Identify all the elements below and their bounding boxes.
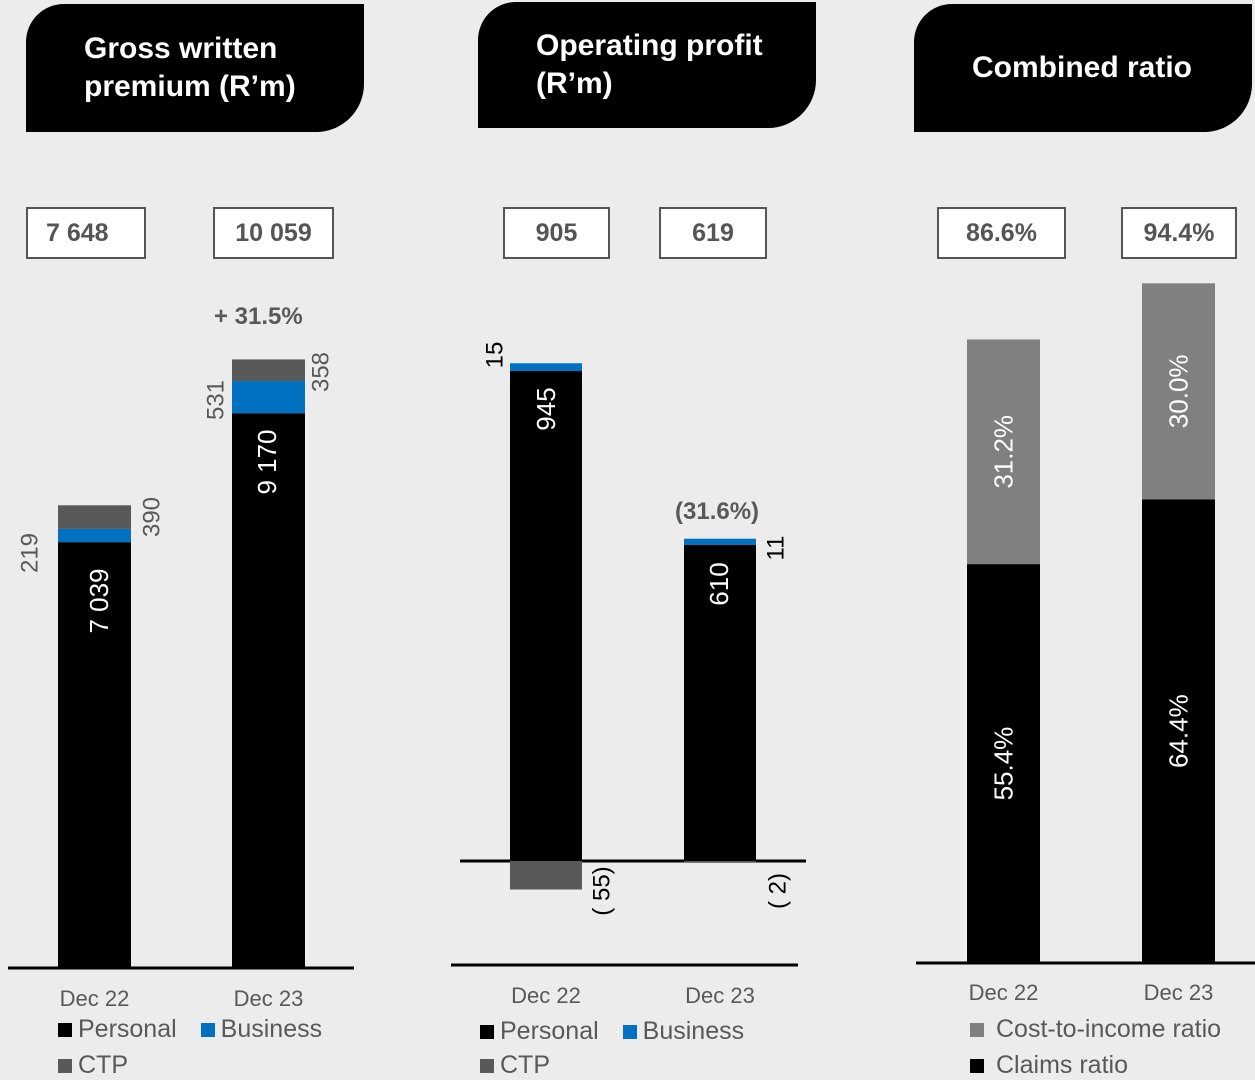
gwp-xtick-dec-23: Dec 23 xyxy=(234,986,304,1011)
legend-swatch-claims xyxy=(970,1058,984,1073)
cr-xtick-dec-23: Dec 23 xyxy=(1144,980,1214,1005)
total-gwp-dec22: 7 648 xyxy=(26,207,146,259)
legend-swatch-ctp xyxy=(480,1058,494,1073)
gwp-bar-personal-dec-22 xyxy=(58,542,131,968)
gwp-bar-business-dec-23 xyxy=(232,381,305,414)
legend-cr-row1: Cost-to-income ratio xyxy=(970,1015,1221,1044)
cr-bar-claims-ratio-dec-22 xyxy=(967,564,1040,963)
legend-cr-row2: Claims ratio xyxy=(970,1051,1128,1080)
cr-bar-cost-to-income-ratio-dec-22 xyxy=(967,339,1040,565)
total-gwp-dec23: 10 059 xyxy=(213,207,334,259)
gwp-bar-ctp-dec-22 xyxy=(58,505,131,529)
op-xtick-dec-22: Dec 22 xyxy=(511,983,581,1008)
total-op-dec22: 905 xyxy=(503,207,610,259)
gwp-label-business-dec-22: 219 xyxy=(17,533,44,573)
legend-label-ctp: CTP xyxy=(78,1051,128,1079)
legend-swatch-personal xyxy=(58,1022,72,1037)
gwp-label-personal-dec-23: 9 170 xyxy=(252,429,282,494)
legend-label-personal: Personal xyxy=(500,1017,599,1045)
gwp-growth-label: + 31.5% xyxy=(214,303,303,330)
op-label-ctp-dec-23: ( 2) xyxy=(765,873,792,909)
total-cr-dec22: 86.6% xyxy=(937,207,1066,259)
op-label-ctp-dec-22: ( 55) xyxy=(589,866,616,915)
cr-bar-cost-to-income-ratio-dec-23 xyxy=(1142,283,1215,500)
gwp-bar-personal-dec-23 xyxy=(232,413,305,969)
legend-swatch-business xyxy=(200,1022,215,1037)
op-change-label: (31.6%) xyxy=(675,498,760,525)
op-bar-ctp-dec-23 xyxy=(684,861,756,863)
cr-bar-claims-ratio-dec-23 xyxy=(1142,499,1215,963)
header-operating-profit: Operating profit (R’m) xyxy=(478,2,816,128)
gwp-label-personal-dec-22: 7 039 xyxy=(84,568,114,633)
gwp-label-ctp-dec-23: 358 xyxy=(308,352,335,392)
cr-label-cost-to-income-ratio-dec-22: 31.2% xyxy=(989,415,1019,489)
legend-label-business: Business xyxy=(642,1017,745,1045)
op-label-business-dec-23: 11 xyxy=(763,536,790,561)
cr-label-cost-to-income-ratio-dec-23: 30.0% xyxy=(1164,354,1194,428)
legend-swatch-cost-to-income xyxy=(970,1022,984,1037)
legend-label-cost-to-income: Cost-to-income ratio xyxy=(996,1015,1222,1043)
op-xtick-dec-23: Dec 23 xyxy=(685,983,755,1008)
legend-label-claims: Claims ratio xyxy=(996,1051,1128,1079)
header-gwp-text: Gross written premium (R’m) xyxy=(84,32,296,103)
legend-op-row2: CTP xyxy=(480,1051,550,1080)
header-cr-text: Combined ratio xyxy=(972,51,1193,84)
header-combined-ratio: Combined ratio xyxy=(914,4,1252,132)
op-bar-business-dec-22 xyxy=(510,363,582,372)
legend-label-business: Business xyxy=(220,1015,323,1043)
legend-label-personal: Personal xyxy=(78,1015,177,1043)
op-bar-personal-dec-22 xyxy=(510,371,582,861)
gwp-label-business-dec-23: 531 xyxy=(203,380,230,420)
legend-op-row1: Personal Business xyxy=(480,1017,744,1046)
legend-gwp-row2: CTP xyxy=(58,1051,128,1080)
cr-label-claims-ratio-dec-22: 55.4% xyxy=(989,727,1019,801)
legend-swatch-personal xyxy=(480,1024,494,1039)
cr-label-claims-ratio-dec-23: 64.4% xyxy=(1164,694,1194,768)
op-bar-personal-dec-23 xyxy=(684,544,756,861)
total-op-dec23: 619 xyxy=(659,207,767,259)
header-op-text: Operating profit (R’m) xyxy=(536,29,763,100)
legend-swatch-business xyxy=(622,1024,637,1039)
header-gross-written-premium: Gross written premium (R’m) xyxy=(26,4,364,132)
cr-xtick-dec-22: Dec 22 xyxy=(969,980,1039,1005)
total-cr-dec23: 94.4% xyxy=(1121,207,1237,259)
legend-label-ctp: CTP xyxy=(500,1051,550,1079)
gwp-label-ctp-dec-22: 390 xyxy=(139,497,166,537)
legend-gwp-row1: Personal Business xyxy=(58,1015,322,1044)
gwp-bar-business-dec-22 xyxy=(58,528,131,543)
op-label-personal-dec-22: 945 xyxy=(531,387,561,430)
gwp-bar-ctp-dec-23 xyxy=(232,359,305,382)
op-bar-business-dec-23 xyxy=(684,538,756,545)
op-bar-ctp-dec-22 xyxy=(510,861,582,890)
legend-swatch-ctp xyxy=(58,1058,72,1073)
gwp-xtick-dec-22: Dec 22 xyxy=(60,986,130,1011)
op-label-business-dec-22: 15 xyxy=(482,342,509,369)
op-label-personal-dec-23: 610 xyxy=(704,562,734,605)
